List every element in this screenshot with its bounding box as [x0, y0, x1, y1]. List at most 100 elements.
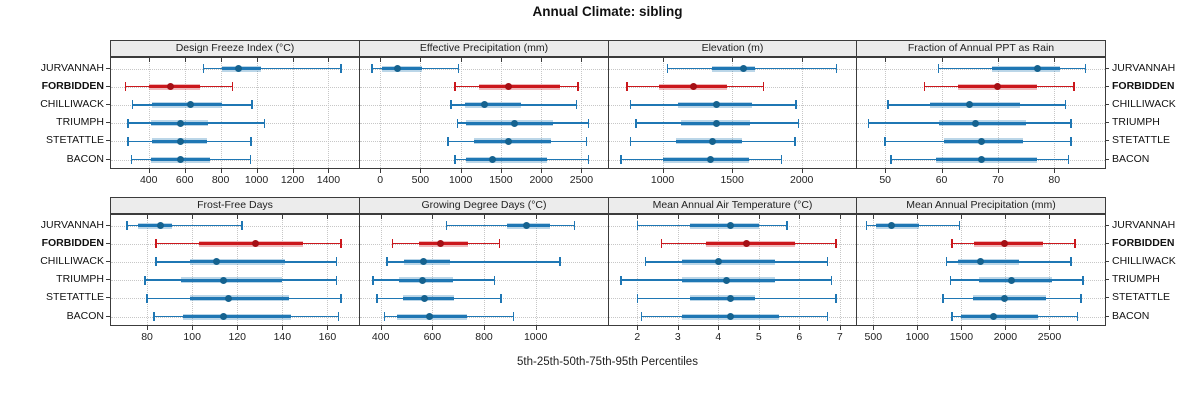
- p5-cap: [937, 64, 940, 73]
- station-label-right-jurvannah: JURVANNAH: [1112, 218, 1176, 231]
- gridline-vertical: [282, 215, 284, 325]
- p5-cap: [949, 275, 952, 285]
- axis-tick-bottom: [237, 326, 239, 330]
- median-dot: [1033, 65, 1041, 72]
- axis-tick-top: [961, 215, 963, 219]
- p5-cap: [629, 136, 632, 146]
- gridline-vertical: [147, 215, 149, 325]
- p95-cap: [340, 239, 342, 249]
- axis-tick-bottom: [282, 326, 284, 330]
- station-label-left-jurvannah: JURVANNAH: [40, 218, 104, 231]
- p95-cap: [958, 221, 961, 230]
- interval-row-forbidden: [609, 58, 856, 168]
- gridline-vertical: [581, 58, 583, 168]
- p5-cap: [127, 118, 129, 128]
- median-dot: [707, 156, 715, 163]
- p5-cap: [447, 136, 449, 146]
- interval-row-jurvannah: [111, 215, 359, 325]
- gridline-vertical: [677, 215, 679, 325]
- p95-cap: [1080, 293, 1082, 303]
- p95-cap: [830, 275, 833, 285]
- median-dot: [166, 83, 174, 91]
- p95-cap: [500, 293, 502, 303]
- p5-cap: [951, 239, 953, 249]
- station-tick-right: [1105, 122, 1109, 124]
- axis-tick-bottom: [839, 326, 841, 330]
- interval-row-bacon: [111, 215, 359, 325]
- iqr-core: [689, 224, 759, 227]
- station-tick-right: [1105, 297, 1109, 299]
- station-label-left-chilliwack: CHILLIWACK: [40, 254, 104, 267]
- iqr-core: [474, 139, 551, 143]
- interval-row-triumph: [360, 58, 608, 168]
- p5-cap: [155, 257, 157, 267]
- median-dot: [220, 313, 228, 320]
- station-tick-right: [1105, 315, 1109, 317]
- median-dot: [1000, 294, 1008, 302]
- p95-cap: [263, 118, 266, 128]
- axis-tick-label: 800: [475, 331, 493, 343]
- axis-tick-label: 6: [796, 331, 803, 343]
- p95-cap: [249, 155, 252, 164]
- interval-row-jurvannah: [857, 58, 1105, 168]
- p95-cap: [826, 257, 829, 267]
- gridline-vertical: [885, 58, 887, 168]
- gridline-vertical: [380, 215, 382, 325]
- iqr-core: [189, 260, 285, 264]
- p95-cap: [250, 136, 252, 146]
- axis-tick-bottom: [873, 326, 875, 330]
- p95-cap: [575, 100, 578, 110]
- axis-tick-top: [801, 58, 803, 62]
- p5-cap: [126, 221, 128, 230]
- axis-tick-top: [637, 215, 639, 219]
- interval-row-chilliwack: [360, 58, 608, 168]
- axis-tick-top: [535, 215, 537, 219]
- axis-tick-top: [237, 215, 239, 219]
- p5-cap: [951, 312, 953, 321]
- gridline-vertical: [662, 58, 664, 168]
- axis-tick-bottom: [801, 169, 803, 173]
- iqr-core: [689, 296, 755, 300]
- axis-tick-label: 1000: [523, 331, 548, 343]
- p95-cap: [835, 239, 837, 249]
- median-dot: [187, 101, 195, 109]
- axis-tick-label: 2000: [790, 174, 814, 186]
- axis-tick-top: [432, 215, 434, 219]
- axis-tick-bottom: [885, 169, 887, 173]
- axis-tick-top: [420, 58, 422, 62]
- axis-tick-label: 50: [879, 174, 892, 186]
- median-dot: [523, 222, 531, 229]
- axis-tick-label: 80: [141, 331, 153, 343]
- axis-tick-label: 500: [864, 331, 883, 343]
- p5-cap: [865, 221, 868, 230]
- gridline-vertical: [420, 58, 422, 168]
- axis-tick-label: 120: [228, 331, 247, 343]
- axis-tick-bottom: [256, 169, 258, 173]
- axis-tick-label: 2500: [569, 174, 594, 186]
- station-tick-right: [1105, 260, 1109, 262]
- median-dot: [511, 119, 519, 127]
- gridline-vertical: [1054, 58, 1056, 168]
- axis-tick-top: [873, 215, 875, 219]
- p5-cap: [391, 239, 394, 249]
- median-dot: [971, 119, 979, 127]
- iqr-core: [148, 85, 200, 89]
- p95-cap: [335, 275, 338, 285]
- interval-row-stetattle: [857, 215, 1105, 325]
- median-dot: [419, 258, 427, 266]
- axis-tick-top: [500, 58, 502, 62]
- gridline-vertical: [799, 215, 801, 325]
- iqr-core: [706, 242, 796, 246]
- axis-tick-bottom: [541, 169, 543, 173]
- axis-tick-label: 2500: [1037, 331, 1062, 343]
- gridline-horizontal: [857, 225, 1105, 227]
- p5-cap: [456, 118, 459, 128]
- axis-tick-label: 4: [715, 331, 722, 343]
- range-line: [203, 67, 342, 70]
- iqr-core: [152, 103, 222, 107]
- axis-tick-bottom: [961, 326, 963, 330]
- interval-row-forbidden: [360, 58, 608, 168]
- p95-cap: [780, 155, 783, 164]
- gridline-horizontal: [111, 86, 359, 88]
- p5-cap: [445, 221, 448, 230]
